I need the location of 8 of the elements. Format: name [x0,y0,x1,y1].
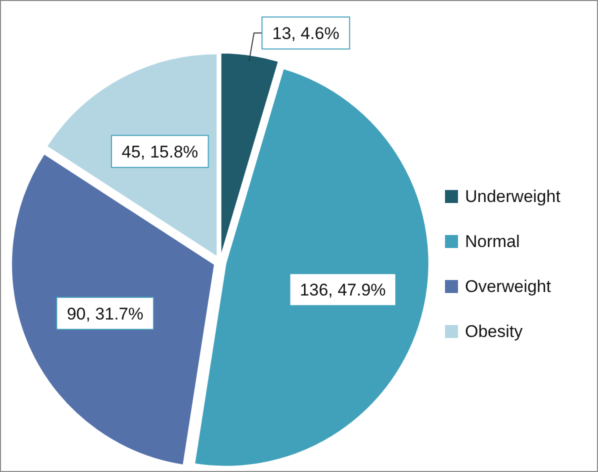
legend-label: Obesity [465,322,524,341]
legend-label: Normal [465,232,520,251]
data-label: 136, 47.9% [300,280,386,300]
data-label: 90, 31.7% [66,304,144,324]
data-label: 13, 4.6% [272,24,340,43]
data-label: 45, 15.8% [122,142,198,162]
legend-label: Underweight [465,187,561,206]
legend-label: Overweight [465,277,552,296]
